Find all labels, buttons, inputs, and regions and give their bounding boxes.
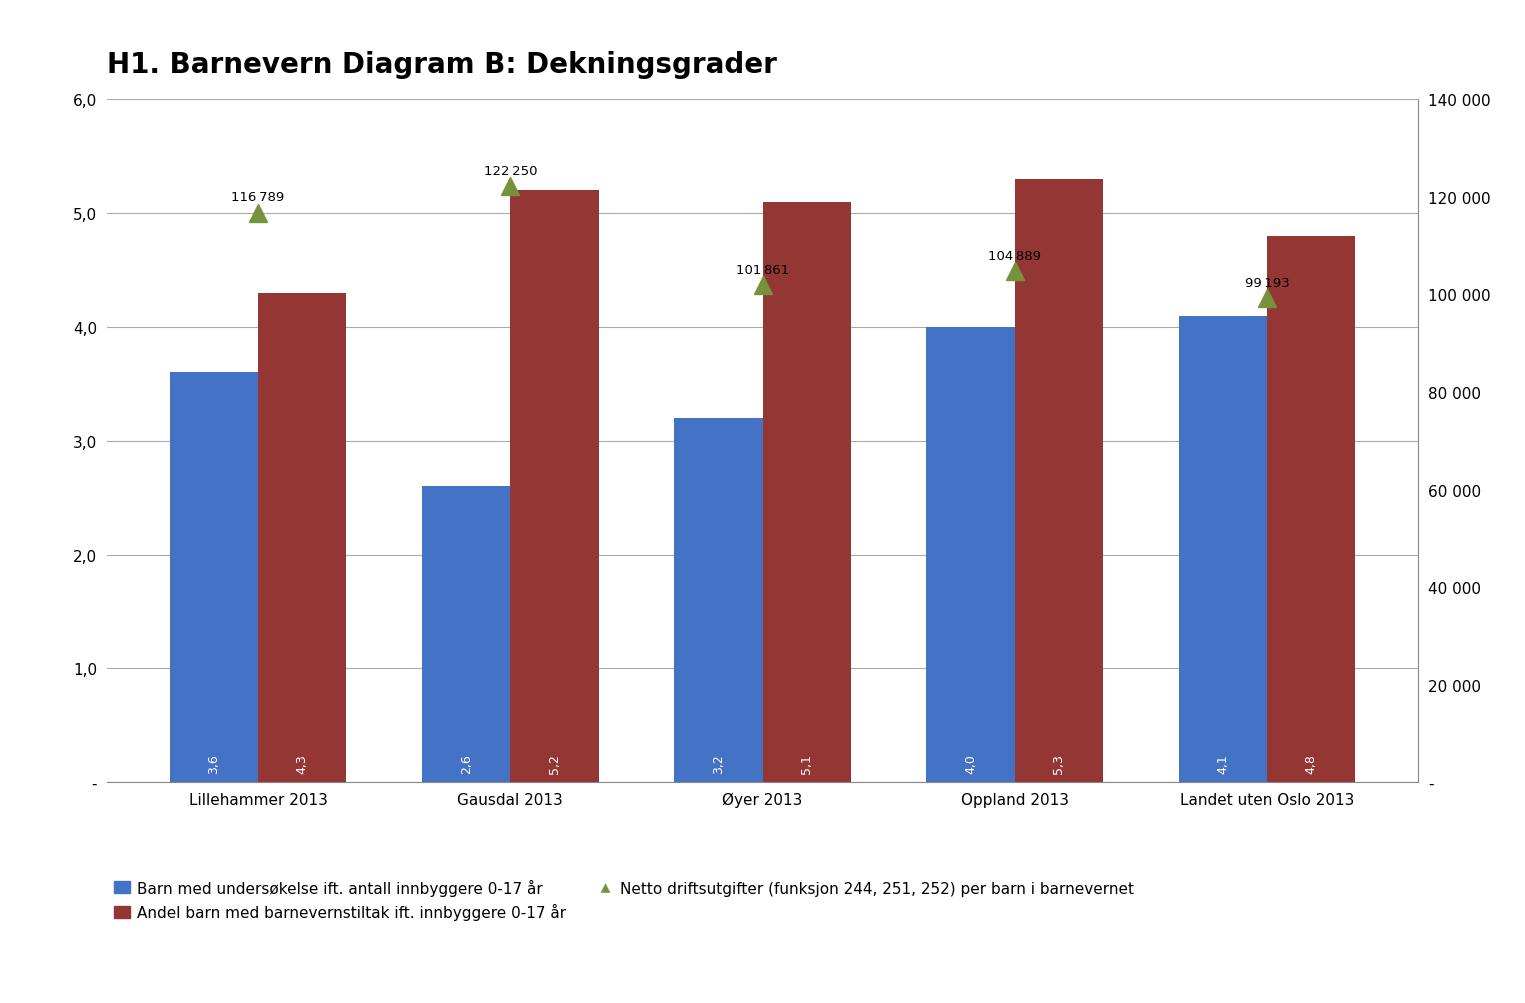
Text: 101 861: 101 861 bbox=[737, 264, 788, 277]
Text: 116 789: 116 789 bbox=[232, 192, 285, 205]
Text: 4,8: 4,8 bbox=[1304, 753, 1318, 773]
Legend: Barn med undersøkelse ift. antall innbyggere 0-17 år, Andel barn med barnevernst: Barn med undersøkelse ift. antall innbyg… bbox=[114, 879, 1135, 921]
Text: 5,3: 5,3 bbox=[1052, 753, 1066, 773]
Bar bbox=[258, 294, 346, 782]
Bar bbox=[1179, 316, 1267, 782]
Text: 104 889: 104 889 bbox=[988, 250, 1042, 262]
Text: 4,1: 4,1 bbox=[1217, 753, 1229, 773]
Bar bbox=[1014, 180, 1103, 782]
Text: H1. Barnevern Diagram B: Dekningsgrader: H1. Barnevern Diagram B: Dekningsgrader bbox=[107, 50, 776, 78]
Text: 4,3: 4,3 bbox=[296, 753, 308, 773]
Bar bbox=[762, 203, 851, 782]
Text: 3,2: 3,2 bbox=[712, 753, 724, 773]
Bar bbox=[674, 418, 762, 782]
Bar bbox=[511, 192, 599, 782]
Text: 4,0: 4,0 bbox=[964, 753, 978, 773]
Bar bbox=[1267, 237, 1356, 782]
Bar bbox=[422, 486, 511, 782]
Bar bbox=[927, 328, 1014, 782]
Text: 122 250: 122 250 bbox=[483, 164, 537, 178]
Text: 99 193: 99 193 bbox=[1244, 277, 1289, 290]
Text: 5,1: 5,1 bbox=[801, 753, 813, 773]
Text: 5,2: 5,2 bbox=[547, 753, 561, 773]
Text: 3,6: 3,6 bbox=[207, 753, 221, 773]
Bar bbox=[169, 373, 258, 782]
Text: 2,6: 2,6 bbox=[459, 753, 473, 773]
